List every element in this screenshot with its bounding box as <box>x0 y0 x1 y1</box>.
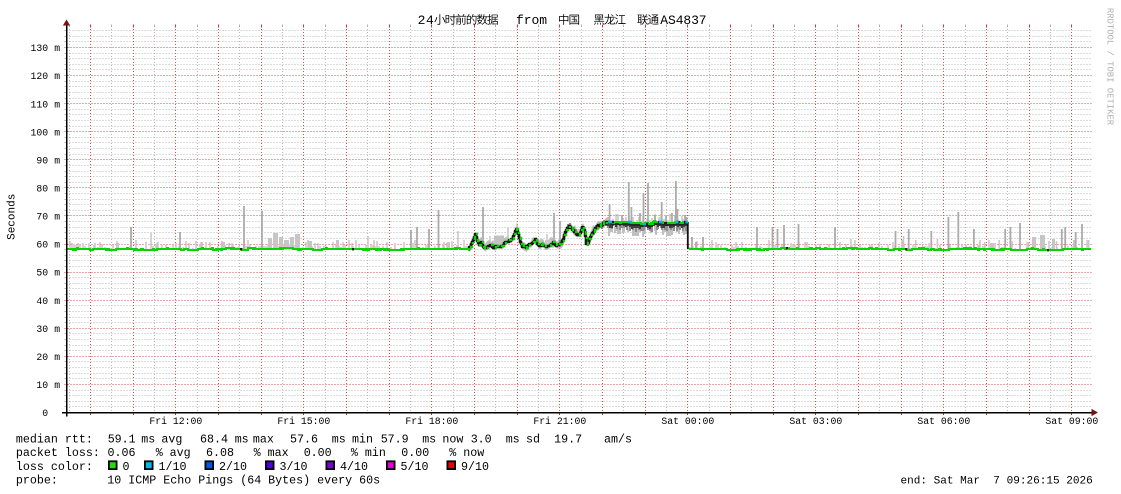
svg-text:24: 24 <box>418 13 434 28</box>
svg-text:ms: ms <box>506 433 520 447</box>
svg-text:sd: sd <box>526 433 540 447</box>
svg-text:Sat 06:00: Sat 06:00 <box>917 416 970 427</box>
svg-text:Sat 03:00: Sat 03:00 <box>789 416 842 427</box>
svg-text:m: m <box>54 212 60 223</box>
svg-text:110: 110 <box>31 99 49 110</box>
svg-text:68.4: 68.4 <box>200 433 228 447</box>
svg-text:% now: % now <box>449 446 484 460</box>
svg-text:3/10: 3/10 <box>280 460 308 474</box>
svg-text:min: min <box>352 433 373 447</box>
svg-text:Fri 15:00: Fri 15:00 <box>277 416 330 427</box>
svg-text:10 ICMP Echo Pings (64 Bytes): 10 ICMP Echo Pings (64 Bytes) every 60s <box>107 473 380 487</box>
svg-text:0: 0 <box>123 460 130 474</box>
svg-text:m: m <box>54 71 60 82</box>
svg-text:2/10: 2/10 <box>219 460 247 474</box>
svg-text:3.0: 3.0 <box>471 433 492 447</box>
svg-text:100: 100 <box>31 127 49 138</box>
svg-text:5/10: 5/10 <box>401 460 429 474</box>
svg-text:m: m <box>54 183 60 194</box>
svg-text:loss color:: loss color: <box>16 460 93 474</box>
svg-text:1/10: 1/10 <box>159 460 187 474</box>
svg-text:57.6: 57.6 <box>290 433 318 447</box>
svg-text:50: 50 <box>36 268 48 279</box>
svg-text:m: m <box>54 296 60 307</box>
svg-text:70: 70 <box>36 212 48 223</box>
svg-text:30: 30 <box>36 324 48 335</box>
svg-text:Sat 09:00: Sat 09:00 <box>1045 416 1098 427</box>
svg-text:m: m <box>54 99 60 110</box>
svg-text:ms: ms <box>332 433 346 447</box>
svg-text:probe:: probe: <box>16 473 58 487</box>
svg-text:median rtt:: median rtt: <box>16 433 93 447</box>
svg-text:80: 80 <box>36 183 48 194</box>
svg-text:% avg: % avg <box>156 446 191 460</box>
svg-text:m: m <box>54 127 60 138</box>
svg-text:Seconds: Seconds <box>7 194 19 240</box>
svg-text:m: m <box>54 380 60 391</box>
svg-text:from: from <box>516 13 547 28</box>
svg-text:10: 10 <box>36 380 48 391</box>
svg-text:m: m <box>54 240 60 251</box>
svg-text:60: 60 <box>36 240 48 251</box>
svg-text:m: m <box>54 324 60 335</box>
svg-text:59.1: 59.1 <box>108 433 136 447</box>
svg-text:19.7: 19.7 <box>554 433 582 447</box>
svg-text:0.00: 0.00 <box>304 446 332 460</box>
svg-text:now: now <box>442 433 463 447</box>
svg-text:m: m <box>54 155 60 166</box>
svg-text:20: 20 <box>36 352 48 363</box>
svg-text:0.06: 0.06 <box>108 446 136 460</box>
svg-text:am/s: am/s <box>604 433 632 447</box>
svg-text:Fri 18:00: Fri 18:00 <box>405 416 458 427</box>
svg-text:9/10: 9/10 <box>461 460 489 474</box>
svg-text:AS4837: AS4837 <box>660 13 706 28</box>
svg-text:end: Sat Mar 7 09:26:15 2026: end: Sat Mar 7 09:26:15 2026 <box>901 475 1093 487</box>
svg-text:4/10: 4/10 <box>340 460 368 474</box>
svg-text:130: 130 <box>31 43 49 54</box>
svg-text:% min: % min <box>351 446 386 460</box>
svg-text:% max: % max <box>254 446 289 460</box>
svg-text:avg: avg <box>161 433 182 447</box>
svg-text:m: m <box>54 268 60 279</box>
svg-text:max: max <box>253 433 274 447</box>
svg-text:120: 120 <box>31 71 49 82</box>
svg-text:RRDTOOL / TOBI OETIKER: RRDTOOL / TOBI OETIKER <box>1104 8 1114 126</box>
svg-text:0: 0 <box>42 408 48 419</box>
svg-text:Fri 12:00: Fri 12:00 <box>149 416 202 427</box>
svg-text:Sat 00:00: Sat 00:00 <box>661 416 714 427</box>
svg-text:m: m <box>54 352 60 363</box>
svg-text:90: 90 <box>36 155 48 166</box>
svg-text:m: m <box>54 43 60 54</box>
svg-text:ms: ms <box>141 433 155 447</box>
svg-text:Fri 21:00: Fri 21:00 <box>533 416 586 427</box>
svg-text:ms: ms <box>422 433 436 447</box>
svg-text:57.9: 57.9 <box>381 433 409 447</box>
svg-text:6.08: 6.08 <box>206 446 234 460</box>
svg-text:0.00: 0.00 <box>401 446 429 460</box>
svg-text:ms: ms <box>235 433 249 447</box>
svg-text:40: 40 <box>36 296 48 307</box>
svg-text:packet loss:: packet loss: <box>16 446 100 460</box>
